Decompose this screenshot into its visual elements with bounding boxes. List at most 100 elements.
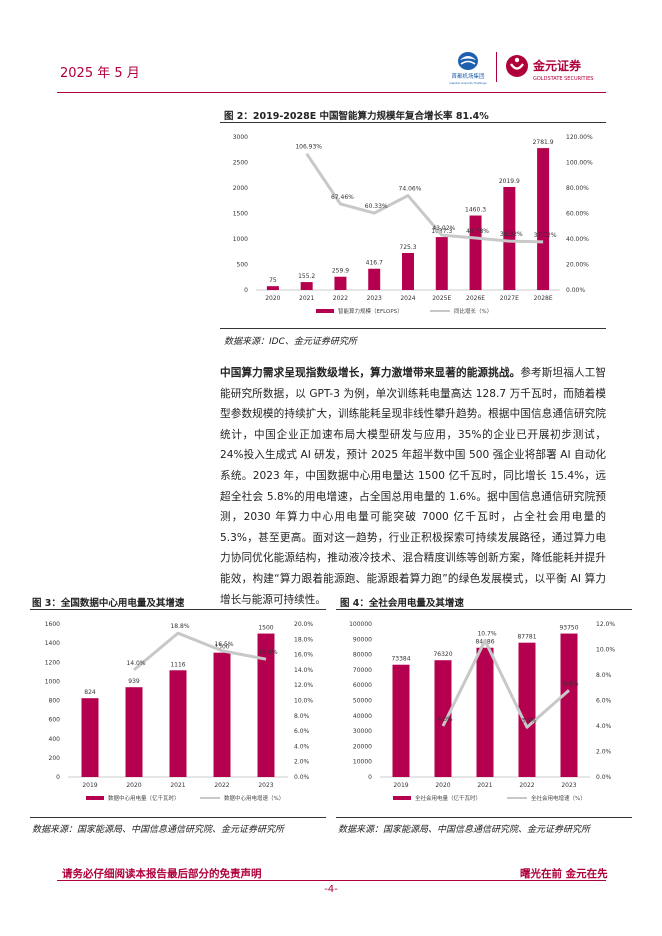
legend-line-label: 同比增长（%） — [454, 307, 492, 315]
right-tick-label: 0.0% — [596, 774, 612, 781]
fig4-chart: 0 10000 20000 30000 40000 50000 60000 70000 8000… — [349, 621, 615, 802]
line-value-label: 37.72% — [534, 232, 557, 239]
right-tick-label: 0.00% — [566, 287, 585, 294]
right-tick-label: 4.0% — [596, 723, 612, 730]
bar-value-label: 1116 — [170, 661, 185, 668]
line-value-label: 6.8% — [563, 680, 579, 687]
report-date: 2025 年 5 月 — [60, 66, 140, 81]
fig3-title: 图 3：全国数据中心用电量及其增速 — [32, 598, 185, 609]
category-tick-label: 2021 — [170, 782, 185, 789]
bar-value-label: 87781 — [517, 634, 536, 641]
logo2-name: 金元证券 — [532, 58, 582, 73]
category-tick-label: 2020 — [126, 782, 141, 789]
bar — [560, 633, 578, 777]
bar — [368, 268, 381, 290]
category-tick-label: 2025E — [432, 295, 451, 302]
left-tick-label: 3000 — [233, 134, 248, 141]
fig2-bottom-rule — [220, 328, 606, 329]
logo2-sub: GOLDSTATE SECURITIES — [533, 76, 593, 82]
fig4-bottom-rule — [336, 817, 632, 818]
fig3-source: 数据来源：国家能源局、中国信息通信研究院、金元证券研究所 — [32, 825, 285, 835]
line-value-label: 16.5% — [214, 641, 233, 648]
fig4-source: 数据来源：国家能源局、中国信息通信研究院、金元证券研究所 — [338, 825, 591, 835]
bar — [81, 698, 99, 777]
bar — [518, 642, 536, 777]
left-tick-label: 800 — [49, 698, 61, 705]
bar-value-label: 75 — [269, 277, 277, 284]
left-tick-label: 20000 — [353, 743, 372, 750]
fig2-title: 图 2：2019-2028E 中国智能算力规模年复合增长率 81.4% — [224, 111, 489, 122]
line-value-label: 74.06% — [399, 186, 422, 193]
category-tick-label: 2021 — [477, 782, 492, 789]
category-tick-label: 2021 — [299, 295, 314, 302]
left-tick-label: 40000 — [353, 713, 372, 720]
bar — [213, 652, 231, 777]
logo1-name: 首都机场集团 — [451, 72, 485, 80]
right-tick-label: 20.00% — [566, 262, 589, 269]
category-tick-label: 2027E — [500, 295, 519, 302]
page-number: -4- — [324, 884, 338, 895]
line-value-label: 60.33% — [365, 203, 388, 210]
legend-line-label: 数据中心用电增速（%） — [224, 794, 284, 802]
growth-line — [133, 631, 267, 672]
left-tick-label: 10000 — [353, 759, 372, 766]
disclaimer-note: 请务必仔细阅读本报告最后部分的免责声明 — [62, 868, 262, 880]
bar — [169, 670, 187, 777]
goldstate-logo: 金元证券 GOLDSTATE SECURITIES — [506, 55, 593, 82]
growth-line — [441, 639, 570, 729]
right-tick-label: 6.0% — [596, 698, 612, 705]
category-tick-label: 2020 — [435, 782, 450, 789]
bar-value-label: 416.7 — [366, 260, 383, 267]
fig3-chart: 0 200 400 600 800 1000 1200 1400 1600 0.0% 2.0% 4.0… — [45, 621, 314, 802]
line-value-label: 14.0% — [126, 660, 145, 667]
bar-value-label: 2019.9 — [499, 178, 520, 185]
left-tick-label: 0 — [244, 287, 248, 294]
bar-value-label: 76320 — [433, 651, 452, 658]
fig3-title-rule — [30, 609, 326, 610]
right-tick-label: 4.0% — [294, 743, 310, 750]
bar — [435, 237, 448, 290]
left-tick-label: 100000 — [349, 621, 372, 628]
bar-value-label: 824 — [84, 689, 96, 696]
right-tick-label: 20.0% — [294, 621, 313, 628]
left-tick-label: 1500 — [233, 211, 248, 218]
line-value-label: 4.0% — [437, 716, 453, 723]
legend-bar-swatch — [393, 796, 411, 800]
right-tick-label: 6.0% — [294, 728, 310, 735]
left-tick-label: 2000 — [233, 185, 248, 192]
line-value-label: 106.93% — [295, 144, 322, 151]
fig2-chart: 0 500 1000 1500 2000 2500 3000 0.00% 20.00% 40.00… — [233, 134, 593, 315]
line-value-label: 10.7% — [477, 631, 496, 638]
bar-value-label: 725.3 — [399, 244, 416, 251]
right-tick-label: 8.0% — [596, 672, 612, 679]
logo1-sub: Capital Airports Holdings — [449, 81, 487, 85]
legend-bar-label: 全社会用电量（亿千瓦时） — [415, 794, 481, 802]
right-tick-label: 16.0% — [294, 652, 313, 659]
right-tick-label: 2.0% — [294, 759, 310, 766]
legend-bar-label: 数据中心用电量（亿千瓦时） — [108, 794, 180, 802]
line-value-label: 15.4% — [258, 649, 277, 656]
bar-value-label: 1300 — [214, 644, 229, 651]
left-tick-label: 2500 — [233, 160, 248, 167]
left-tick-label: 600 — [49, 717, 61, 724]
fig2-title-rule — [220, 122, 606, 123]
bar — [503, 186, 516, 290]
right-tick-label: 12.0% — [596, 621, 615, 628]
category-tick-label: 2026E — [466, 295, 485, 302]
left-tick-label: 80000 — [353, 652, 372, 659]
right-tick-label: 12.0% — [294, 682, 313, 689]
bar — [434, 660, 452, 777]
right-tick-label: 10.0% — [294, 698, 313, 705]
bar-value-label: 1037.3 — [431, 228, 452, 235]
right-tick-label: 60.00% — [566, 211, 589, 218]
right-tick-label: 80.00% — [566, 185, 589, 192]
left-tick-label: 30000 — [353, 728, 372, 735]
left-tick-label: 0 — [368, 774, 372, 781]
category-tick-label: 2023 — [258, 782, 273, 789]
left-tick-label: 1000 — [233, 236, 248, 243]
category-tick-label: 2023 — [367, 295, 382, 302]
bar-value-label: 2781.9 — [533, 139, 554, 146]
left-tick-label: 200 — [49, 755, 61, 762]
category-tick-label: 2024 — [400, 295, 415, 302]
category-tick-label: 2022 — [214, 782, 229, 789]
